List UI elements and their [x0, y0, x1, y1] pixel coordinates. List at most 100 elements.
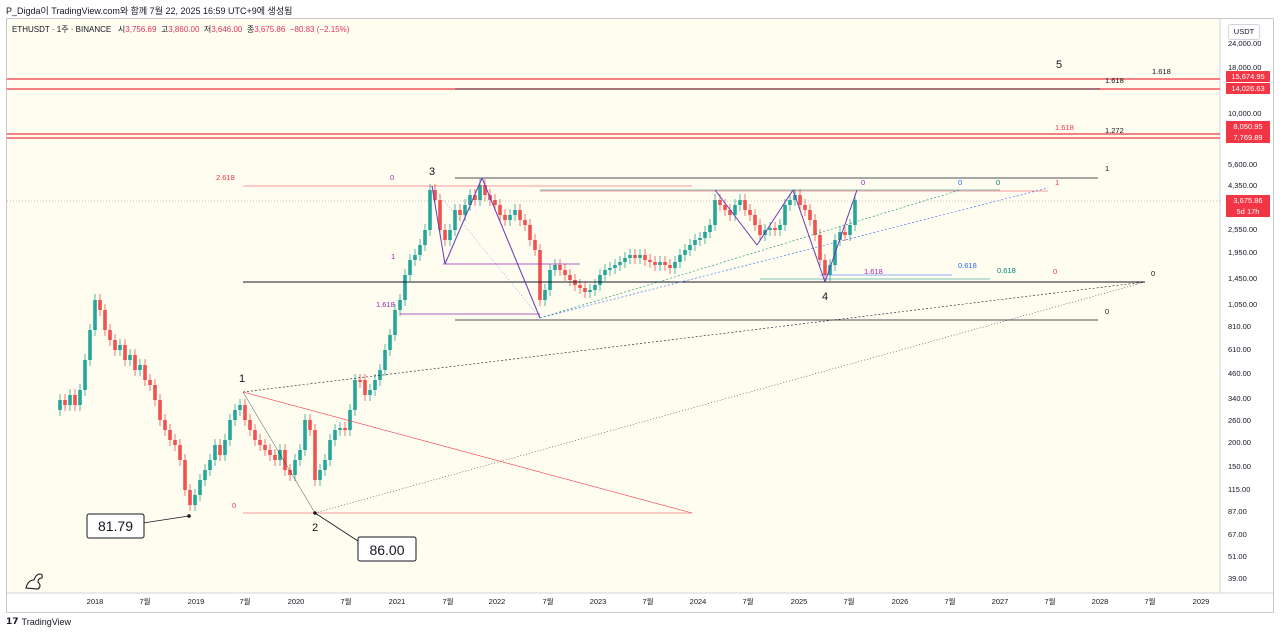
- candle-body: [173, 440, 177, 445]
- drawing-line: [444, 177, 483, 265]
- candle-body: [228, 420, 232, 440]
- candle-body: [213, 445, 217, 460]
- candle-body: [553, 265, 557, 270]
- candle-body: [118, 345, 122, 350]
- time-axis-label: 2027: [992, 597, 1009, 606]
- candle-body: [668, 265, 672, 268]
- candle-body: [498, 205, 502, 215]
- candle-body: [83, 360, 87, 390]
- time-axis-label: 7월: [742, 596, 753, 606]
- candle-body: [378, 370, 382, 380]
- candle-body: [373, 380, 377, 390]
- wave-label-5: 5: [1056, 59, 1062, 71]
- callout-low-2018[interactable]: 81.79: [86, 513, 191, 539]
- candle-body: [423, 230, 427, 245]
- fib-label: 1.618: [376, 300, 395, 309]
- price-tag: 14,026.63: [1226, 83, 1270, 94]
- candle-body: [508, 215, 512, 220]
- candle-body: [453, 210, 457, 230]
- drawing-line: [792, 189, 826, 283]
- candle-body: [368, 390, 372, 395]
- price-axis-label: 51.00: [1228, 552, 1247, 561]
- candle-body: [543, 290, 547, 300]
- time-axis-label: 7월: [642, 596, 653, 606]
- tradingview-footer[interactable]: 𝟭𝟳 TradingView: [6, 616, 71, 627]
- candle-body: [713, 200, 717, 225]
- time-axis-labels: 2018 7월 2019 7월 2020 7월 2021 7월 2022 7월 2023 7월 2024…: [87, 596, 1210, 606]
- price-axis-label: 115.00: [1228, 485, 1250, 494]
- symbol-label[interactable]: ETHUSDT · 1주 · BINANCE: [12, 25, 112, 34]
- price-chart[interactable]: 24,000.0018,000.0015,000.0010,000.008,00…: [0, 18, 1280, 618]
- candle-body: [638, 255, 642, 258]
- candle-body: [468, 195, 472, 205]
- candle-body: [533, 240, 537, 250]
- candle-body: [603, 270, 607, 275]
- candle-body: [393, 310, 397, 335]
- callout-low-2020[interactable]: 86.00: [313, 511, 417, 562]
- price-axis-label: 39.00: [1228, 574, 1247, 583]
- drawing-line: [756, 189, 794, 246]
- drawing-line: [714, 189, 758, 246]
- candle-body: [223, 440, 227, 455]
- time-axis-area: [7, 593, 1273, 612]
- time-axis-label: 2023: [590, 597, 607, 606]
- price-axis-label: 24,000.00: [1228, 39, 1261, 48]
- candle-body: [483, 185, 487, 195]
- candle-body: [693, 240, 697, 245]
- drawing-line: [242, 391, 316, 514]
- candle-body: [598, 275, 602, 285]
- price-axis-label: 810.00: [1228, 322, 1251, 331]
- candle-body: [648, 260, 652, 262]
- candle-body: [673, 262, 677, 268]
- candle-body: [818, 235, 822, 260]
- candle-body: [338, 428, 342, 430]
- candle-body: [463, 205, 467, 215]
- candle-body: [798, 195, 802, 205]
- open-label: 시: [117, 25, 126, 34]
- candle-body: [263, 445, 267, 450]
- fib-label: 1: [1055, 178, 1059, 187]
- fib-label: 1.618: [1055, 123, 1074, 132]
- time-axis-label: 7월: [340, 596, 351, 606]
- price-axis-label: 340.00: [1228, 394, 1251, 403]
- time-axis-label: 2029: [1193, 597, 1210, 606]
- price-axis-label: 150.00: [1228, 462, 1251, 471]
- candle-body: [63, 400, 67, 405]
- candle-body: [458, 210, 462, 215]
- candle-body: [743, 200, 747, 210]
- candle-body: [193, 495, 197, 505]
- candle-body: [238, 405, 242, 410]
- candle-body: [493, 200, 497, 205]
- drawing-line: [539, 189, 961, 319]
- candle-body: [793, 195, 797, 200]
- candle-body: [113, 340, 117, 350]
- candle-body: [348, 410, 352, 430]
- price-tag-countdown: 5d 17h: [1226, 206, 1270, 217]
- price-axis-label: 1,450.00: [1228, 274, 1257, 283]
- currency-button[interactable]: USDT: [1228, 24, 1260, 40]
- time-axis-label: 2026: [892, 597, 909, 606]
- price-axis-label: 1,950.00: [1228, 248, 1257, 257]
- candle-body: [733, 205, 737, 215]
- candle-body: [363, 380, 367, 395]
- candle-body: [188, 490, 192, 505]
- fib-label: 0: [1105, 307, 1109, 316]
- candle-body: [158, 400, 162, 420]
- candle-body: [578, 285, 582, 288]
- candle-body: [168, 430, 172, 440]
- high-value: 3,860.00: [168, 25, 200, 34]
- price-tag-current: 3,675.86: [1226, 195, 1270, 206]
- candle-body: [838, 232, 842, 240]
- change-value: −80.83 (−2.15%): [289, 25, 350, 34]
- time-axis-label: 2028: [1092, 597, 1109, 606]
- candle-body: [628, 255, 632, 258]
- candle-body: [78, 390, 82, 405]
- candle-body: [563, 270, 567, 275]
- candle-body: [753, 215, 757, 225]
- candle-body: [758, 225, 762, 235]
- candle-body: [233, 410, 237, 420]
- candle-body: [588, 290, 592, 292]
- fib-label: 1.272: [1105, 126, 1124, 135]
- candle-body: [303, 420, 307, 450]
- dino-icon[interactable]: [25, 573, 43, 590]
